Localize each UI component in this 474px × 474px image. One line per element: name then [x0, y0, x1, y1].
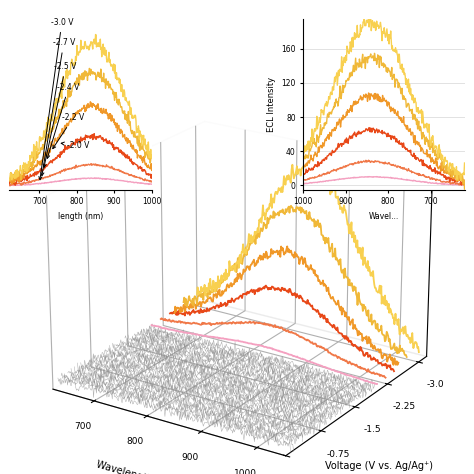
Text: -2.2 V: -2.2 V — [53, 113, 84, 149]
X-axis label: Wavelength (nm): Wavelength (nm) — [95, 459, 179, 474]
Text: -2.0 V: -2.0 V — [61, 141, 90, 150]
Y-axis label: ECL Intensity: ECL Intensity — [267, 77, 276, 132]
Text: -2.5 V: -2.5 V — [43, 62, 77, 167]
Text: -2.7 V: -2.7 V — [41, 38, 75, 176]
X-axis label: length (nm): length (nm) — [58, 212, 103, 221]
X-axis label: Wavel...: Wavel... — [369, 212, 399, 221]
Text: -3.0 V: -3.0 V — [39, 18, 73, 180]
Text: Voltage (V vs. Ag/Ag⁺): Voltage (V vs. Ag/Ag⁺) — [325, 461, 433, 471]
Text: -2.4 V: -2.4 V — [46, 83, 80, 158]
